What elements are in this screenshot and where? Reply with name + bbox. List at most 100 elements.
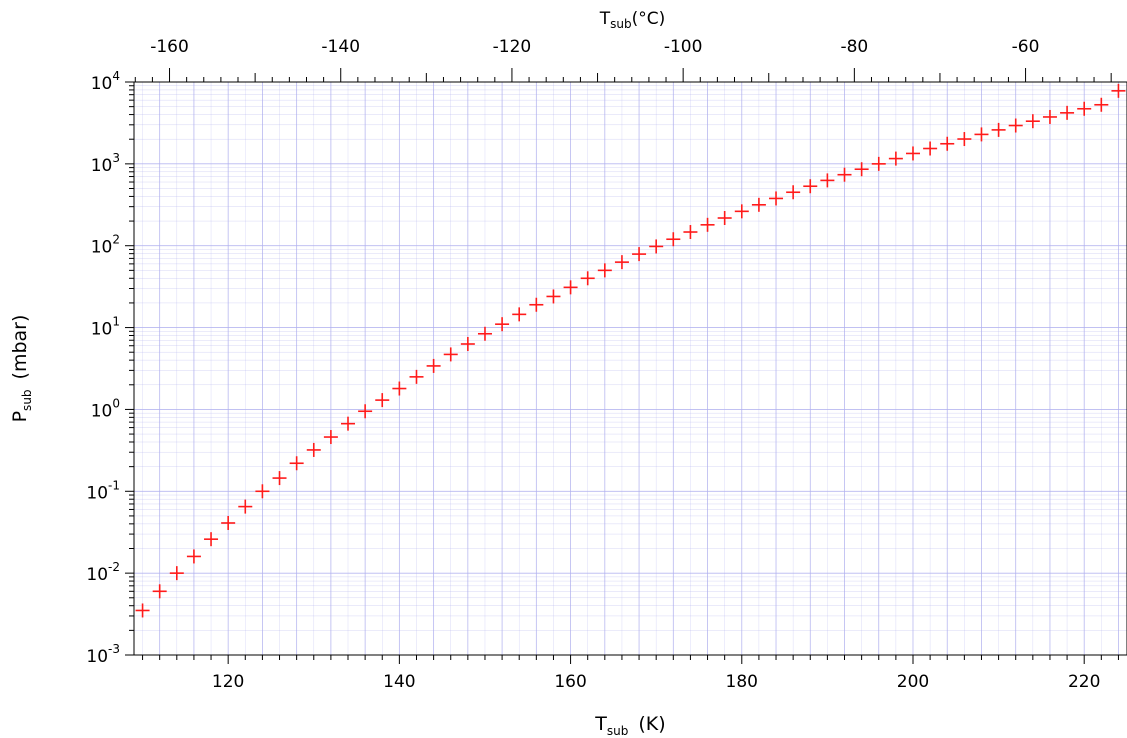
x-tick-label: 220 [1068,672,1100,692]
y-tick-label-exponent: -3 [108,642,120,656]
data-point [820,173,835,188]
data-point [751,197,766,212]
top-axis-title-unit: (°C) [632,9,666,29]
y-axis-title-main: P [9,411,31,422]
top-tick-label: -80 [840,37,868,57]
x-tick-label: 160 [554,672,586,692]
x-axis-title-main: T [594,713,607,735]
x-tick-label: 120 [212,672,244,692]
data-point [409,369,424,384]
x-axis-title-unit: (K) [638,713,665,735]
y-tick-label: 10-2 [86,560,120,585]
top-tick-label: -60 [1012,37,1040,57]
data-point [221,515,236,530]
y-tick-label-exponent: -2 [108,560,120,574]
x-axis-title-sub: sub [607,724,628,738]
y-tick-label-base: 10 [86,647,108,667]
data-point [649,239,664,254]
y-tick-label-base: 10 [91,401,113,421]
data-point [888,151,903,166]
data-point [991,122,1006,137]
data-point [426,358,441,373]
data-point [443,347,458,362]
data-point [957,132,972,147]
y-tick-label-exponent: 1 [112,315,120,329]
data-point [614,255,629,270]
y-tick-label-base: 10 [91,156,113,176]
y-tick-label-base: 10 [86,483,108,503]
y-tick-label: 103 [91,151,120,176]
data-point [529,297,544,312]
data-point [1077,101,1092,116]
data-point [289,456,304,471]
top-axis-title: Tsub(°C) [599,9,666,31]
y-tick-label-exponent: 2 [112,233,120,247]
data-point [632,247,647,262]
data-point [152,584,167,599]
data-point [837,167,852,182]
top-tick-label: -160 [150,37,189,57]
top-axis-title-sub: sub [610,17,631,31]
y-tick-label: 101 [91,315,120,340]
y-tick-label: 102 [91,233,120,258]
data-point [683,225,698,240]
data-point [597,263,612,278]
data-point [871,156,886,171]
y-tick-label: 10-1 [86,478,120,503]
data-point [786,185,801,200]
data-point [495,317,510,332]
data-point [392,381,407,396]
y-tick-label-base: 10 [91,238,113,258]
data-point [546,289,561,304]
top-tick-label: -140 [321,37,360,57]
data-point [512,307,527,322]
data-point [306,442,321,457]
data-point [1042,109,1057,124]
data-point [803,179,818,194]
data-point [940,136,955,151]
data-point [341,416,356,431]
top-tick-label: -120 [493,37,532,57]
y-tick-label: 10-3 [86,642,120,667]
x-tick-label: 200 [897,672,929,692]
data-point [580,271,595,286]
data-point [734,204,749,219]
y-axis-title-unit: (mbar) [9,315,31,380]
data-point [375,393,390,408]
ticks [125,68,1119,664]
y-tick-label-exponent: -1 [108,478,120,492]
data-point [238,499,253,514]
data-point [1111,83,1126,98]
data-point [923,141,938,156]
y-axis-title: Psub (mbar) [9,315,34,423]
data-point [717,211,732,226]
data-point [1008,118,1023,133]
data-point [974,127,989,142]
data-point [460,336,475,351]
data-point [477,326,492,341]
data-point [169,566,184,581]
y-tick-label: 104 [91,69,120,94]
tick-labels: 120 140 160 180 200 220-160 -140 -120 -100 -80 -60… [86,37,1100,692]
x-axis-title: Tsub (K) [594,713,665,738]
top-tick-label: -100 [664,37,703,57]
data-point [1060,105,1075,120]
y-tick-label-base: 10 [91,74,113,94]
top-axis-title-main: T [599,9,611,29]
data-point [186,549,201,564]
data-point [905,146,920,161]
data-point [135,603,150,618]
data-point [563,280,578,295]
data-point [666,232,681,247]
data-point [255,484,270,499]
data-point [700,217,715,232]
y-tick-label: 100 [91,396,120,421]
data-point [323,430,338,445]
y-tick-label-exponent: 0 [112,396,120,410]
y-tick-label-base: 10 [86,565,108,585]
y-axis-title-sub: sub [20,389,34,410]
data-point [272,471,287,486]
y-tick-label-base: 10 [91,320,113,340]
